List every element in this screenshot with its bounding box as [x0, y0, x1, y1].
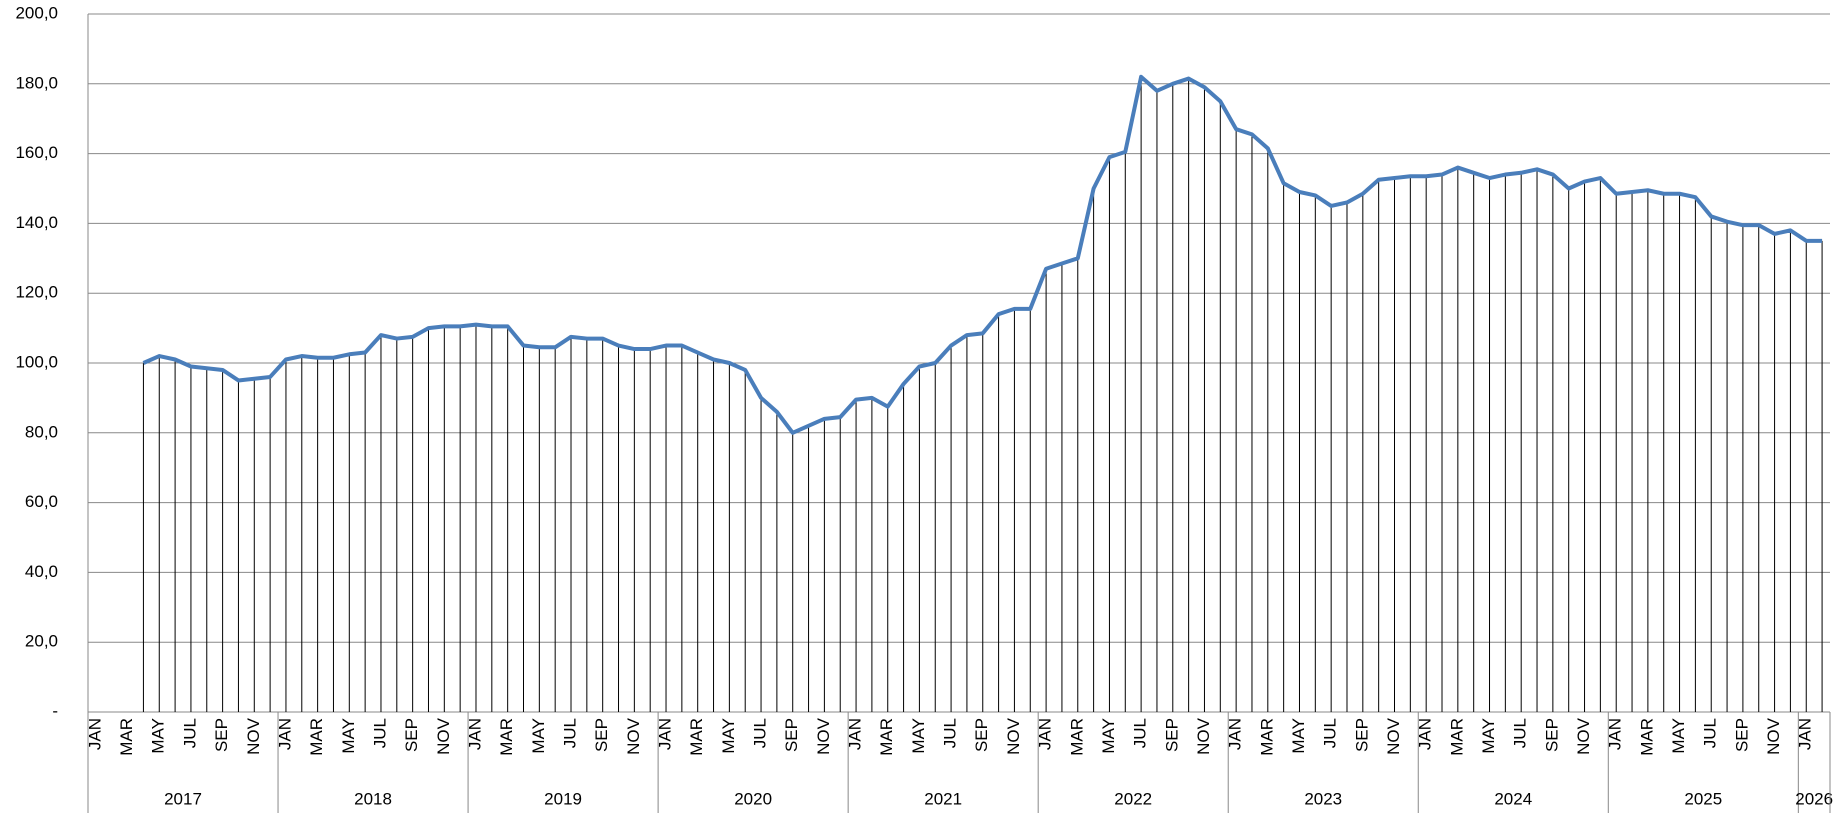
x-tick-label: SEP: [782, 718, 801, 752]
series-line: [142, 74, 1823, 435]
year-label: 2022: [1114, 789, 1152, 808]
y-tick-label: 120,0: [15, 283, 58, 302]
x-tick-label: MAY: [529, 718, 548, 754]
x-tick-label: SEP: [1352, 718, 1371, 752]
x-tick-label: NOV: [1194, 717, 1213, 755]
x-tick-label: SEP: [1162, 718, 1181, 752]
y-tick-label: 100,0: [15, 352, 58, 371]
x-tick-label: MAY: [1479, 718, 1498, 754]
x-tick-label: NOV: [244, 717, 263, 755]
y-tick-label: 80,0: [25, 422, 58, 441]
year-label: 2023: [1304, 789, 1342, 808]
year-label: 2019: [544, 789, 582, 808]
x-tick-label: MAR: [497, 718, 516, 756]
x-tick-label: NOV: [434, 717, 453, 755]
x-tick-label: NOV: [624, 717, 643, 755]
year-label: 2017: [164, 789, 202, 808]
x-tick-label: MAR: [687, 718, 706, 756]
x-tick-label: MAY: [909, 718, 928, 754]
x-tick-label: NOV: [1764, 717, 1783, 755]
y-tick-label: 60,0: [25, 492, 58, 511]
y-tick-label: 180,0: [15, 73, 58, 92]
x-tick-label: MAY: [339, 718, 358, 754]
x-tick-label: NOV: [1574, 717, 1593, 755]
x-tick-label: MAR: [1257, 718, 1276, 756]
x-tick-label: JAN: [1036, 718, 1055, 750]
x-tick-label: SEP: [1732, 718, 1751, 752]
year-label: 2018: [354, 789, 392, 808]
x-tick-label: MAR: [1447, 718, 1466, 756]
y-tick-label: 140,0: [15, 213, 58, 232]
y-tick-label: -: [52, 701, 58, 720]
year-label: 2021: [924, 789, 962, 808]
x-tick-label: JAN: [1606, 718, 1625, 750]
x-tick-label: SEP: [212, 718, 231, 752]
y-tick-label: 160,0: [15, 143, 58, 162]
x-tick-label: MAR: [1637, 718, 1656, 756]
x-tick-label: JAN: [1226, 718, 1245, 750]
x-tick-label: JUL: [1131, 718, 1150, 748]
x-tick-label: MAY: [1669, 718, 1688, 754]
x-tick-label: JUL: [370, 718, 389, 748]
x-tick-label: MAY: [1289, 718, 1308, 754]
x-tick-label: MAY: [719, 718, 738, 754]
year-label: 2026: [1795, 789, 1833, 808]
year-label: 2020: [734, 789, 772, 808]
x-tick-label: MAY: [1099, 718, 1118, 754]
y-tick-label: 20,0: [25, 632, 58, 651]
x-tick-label: JAN: [1416, 718, 1435, 750]
x-tick-label: MAR: [117, 718, 136, 756]
x-tick-label: MAY: [149, 718, 168, 754]
x-tick-label: NOV: [1384, 717, 1403, 755]
x-tick-label: JUL: [1701, 718, 1720, 748]
x-tick-label: JUL: [941, 718, 960, 748]
x-tick-label: JAN: [275, 718, 294, 750]
x-tick-label: MAR: [307, 718, 326, 756]
x-tick-label: JUL: [1511, 718, 1530, 748]
x-tick-label: JAN: [465, 718, 484, 750]
x-tick-label: JAN: [85, 718, 104, 750]
y-tick-label: 40,0: [25, 562, 58, 581]
x-tick-label: SEP: [1542, 718, 1561, 752]
x-tick-label: SEP: [402, 718, 421, 752]
y-tick-label: 200,0: [15, 3, 58, 22]
x-tick-label: JUL: [180, 718, 199, 748]
x-tick-label: JUL: [560, 718, 579, 748]
x-tick-label: JUL: [751, 718, 770, 748]
x-tick-label: JAN: [846, 718, 865, 750]
x-tick-label: MAR: [1067, 718, 1086, 756]
x-tick-label: SEP: [972, 718, 991, 752]
x-tick-label: NOV: [1004, 717, 1023, 755]
x-tick-label: JAN: [1796, 718, 1815, 750]
year-label: 2024: [1494, 789, 1532, 808]
x-tick-label: MAR: [877, 718, 896, 756]
x-tick-label: JUL: [1321, 718, 1340, 748]
year-label: 2025: [1684, 789, 1722, 808]
x-tick-label: NOV: [814, 717, 833, 755]
x-tick-label: JAN: [656, 718, 675, 750]
x-tick-label: SEP: [592, 718, 611, 752]
